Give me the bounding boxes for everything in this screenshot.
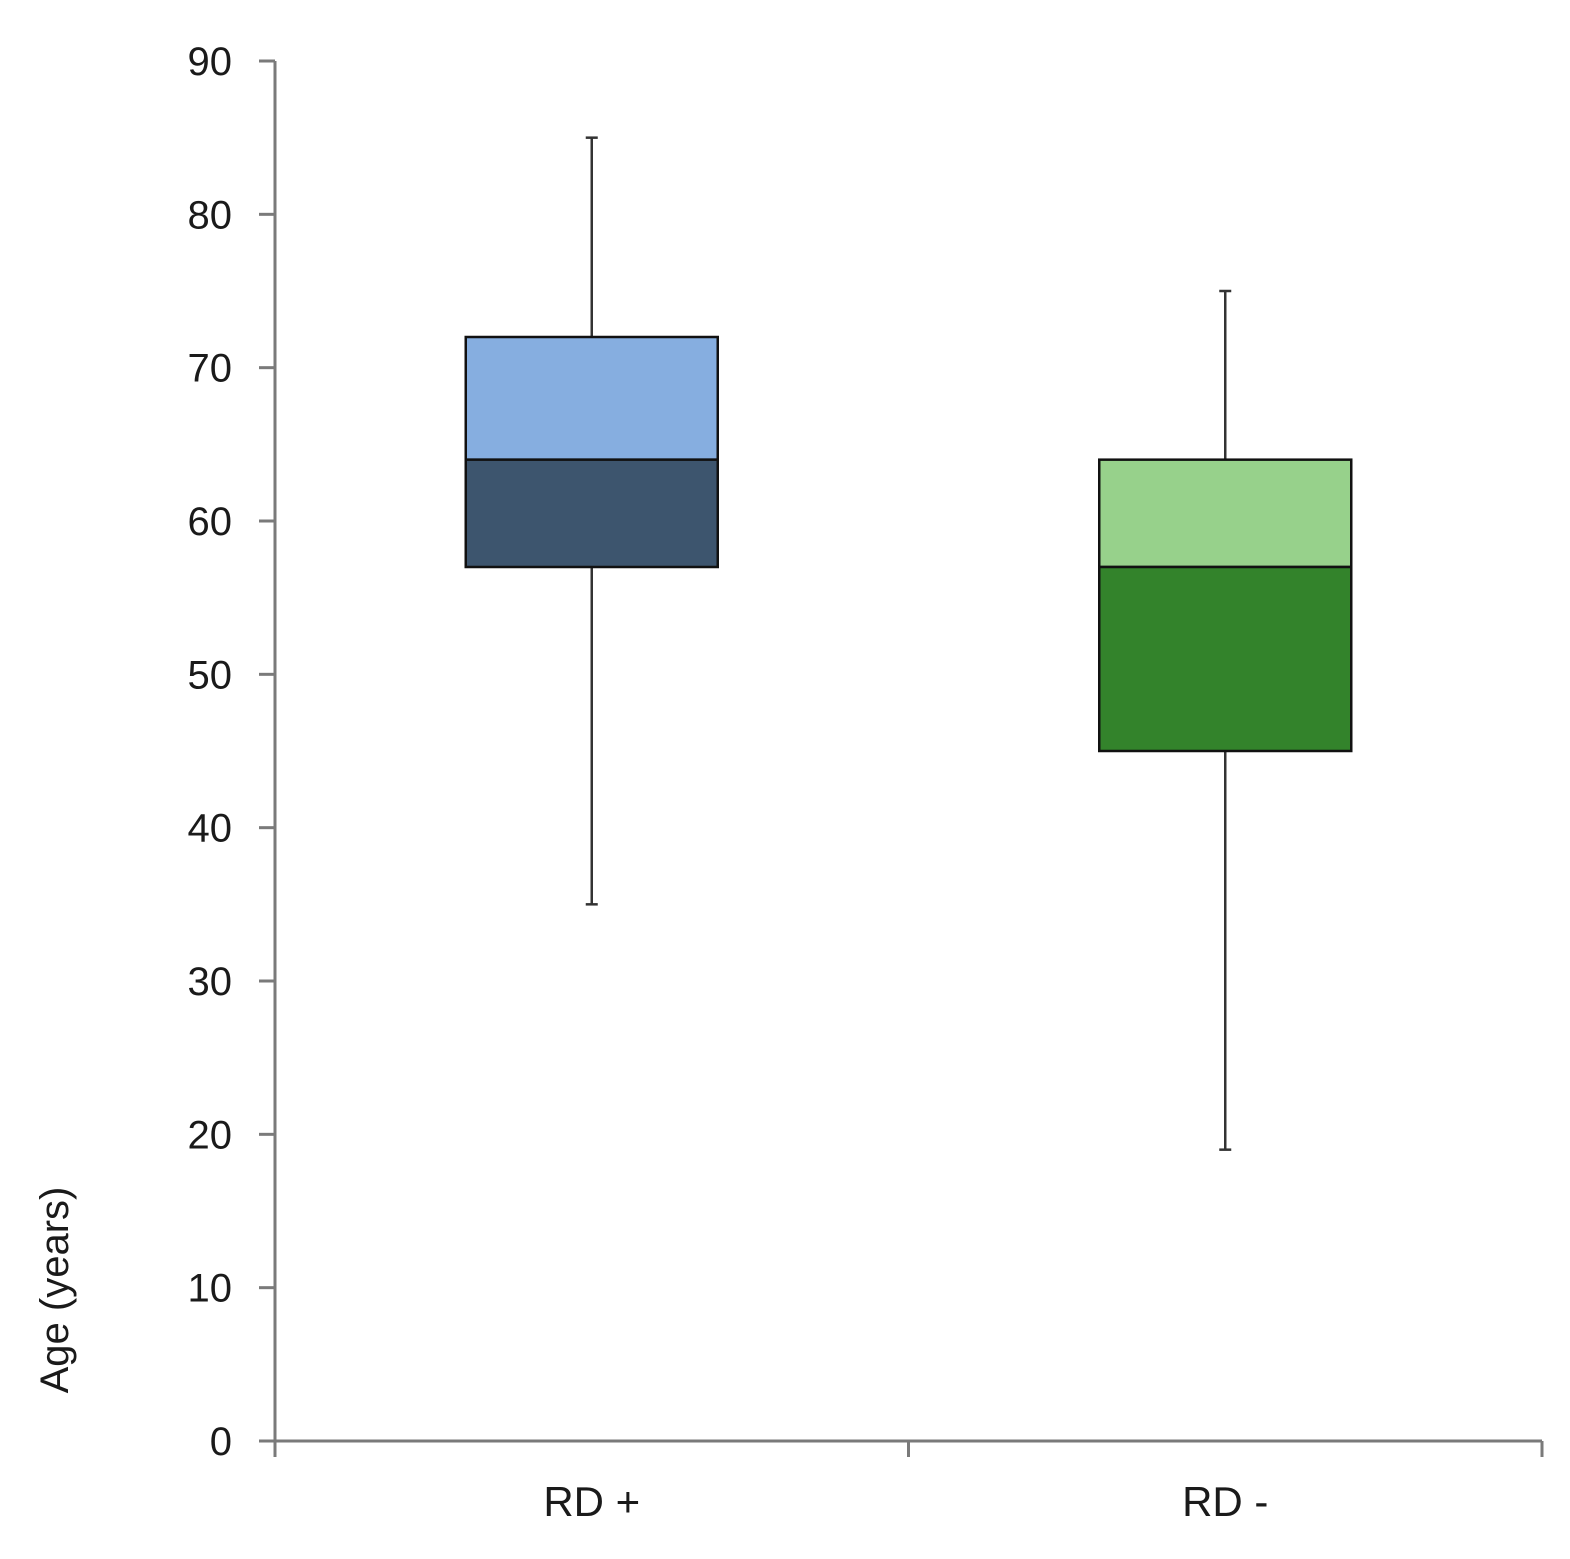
y-axis-ticks: 0 10 20 30 40 50 60 70 80 90 [188, 40, 275, 1464]
y-tick-label: 40 [188, 807, 233, 851]
upper-box-segment [464, 335, 719, 461]
box-2 [1098, 289, 1353, 1151]
y-tick-label: 60 [188, 500, 233, 544]
y-axis-title: Age (years) [33, 1187, 77, 1394]
lower-box-segment [1098, 565, 1353, 753]
y-tick-label: 50 [188, 653, 233, 697]
x-category-label: RD + [543, 1478, 640, 1525]
y-tick-label: 10 [188, 1267, 233, 1311]
upper-box-segment [1098, 458, 1353, 569]
lower-box-segment [464, 458, 719, 569]
box-1 [464, 136, 719, 906]
y-tick-label: 30 [188, 960, 233, 1004]
y-tick-label: 80 [188, 193, 233, 237]
y-tick-label: 90 [188, 40, 233, 84]
y-tick-label: 20 [188, 1113, 233, 1157]
x-category-label: RD - [1182, 1478, 1268, 1525]
y-tick-label: 0 [210, 1420, 232, 1464]
x-axis-ticks: RD + RD - [273, 1441, 1544, 1525]
box-series [464, 136, 1353, 1151]
y-tick-label: 70 [188, 347, 233, 391]
